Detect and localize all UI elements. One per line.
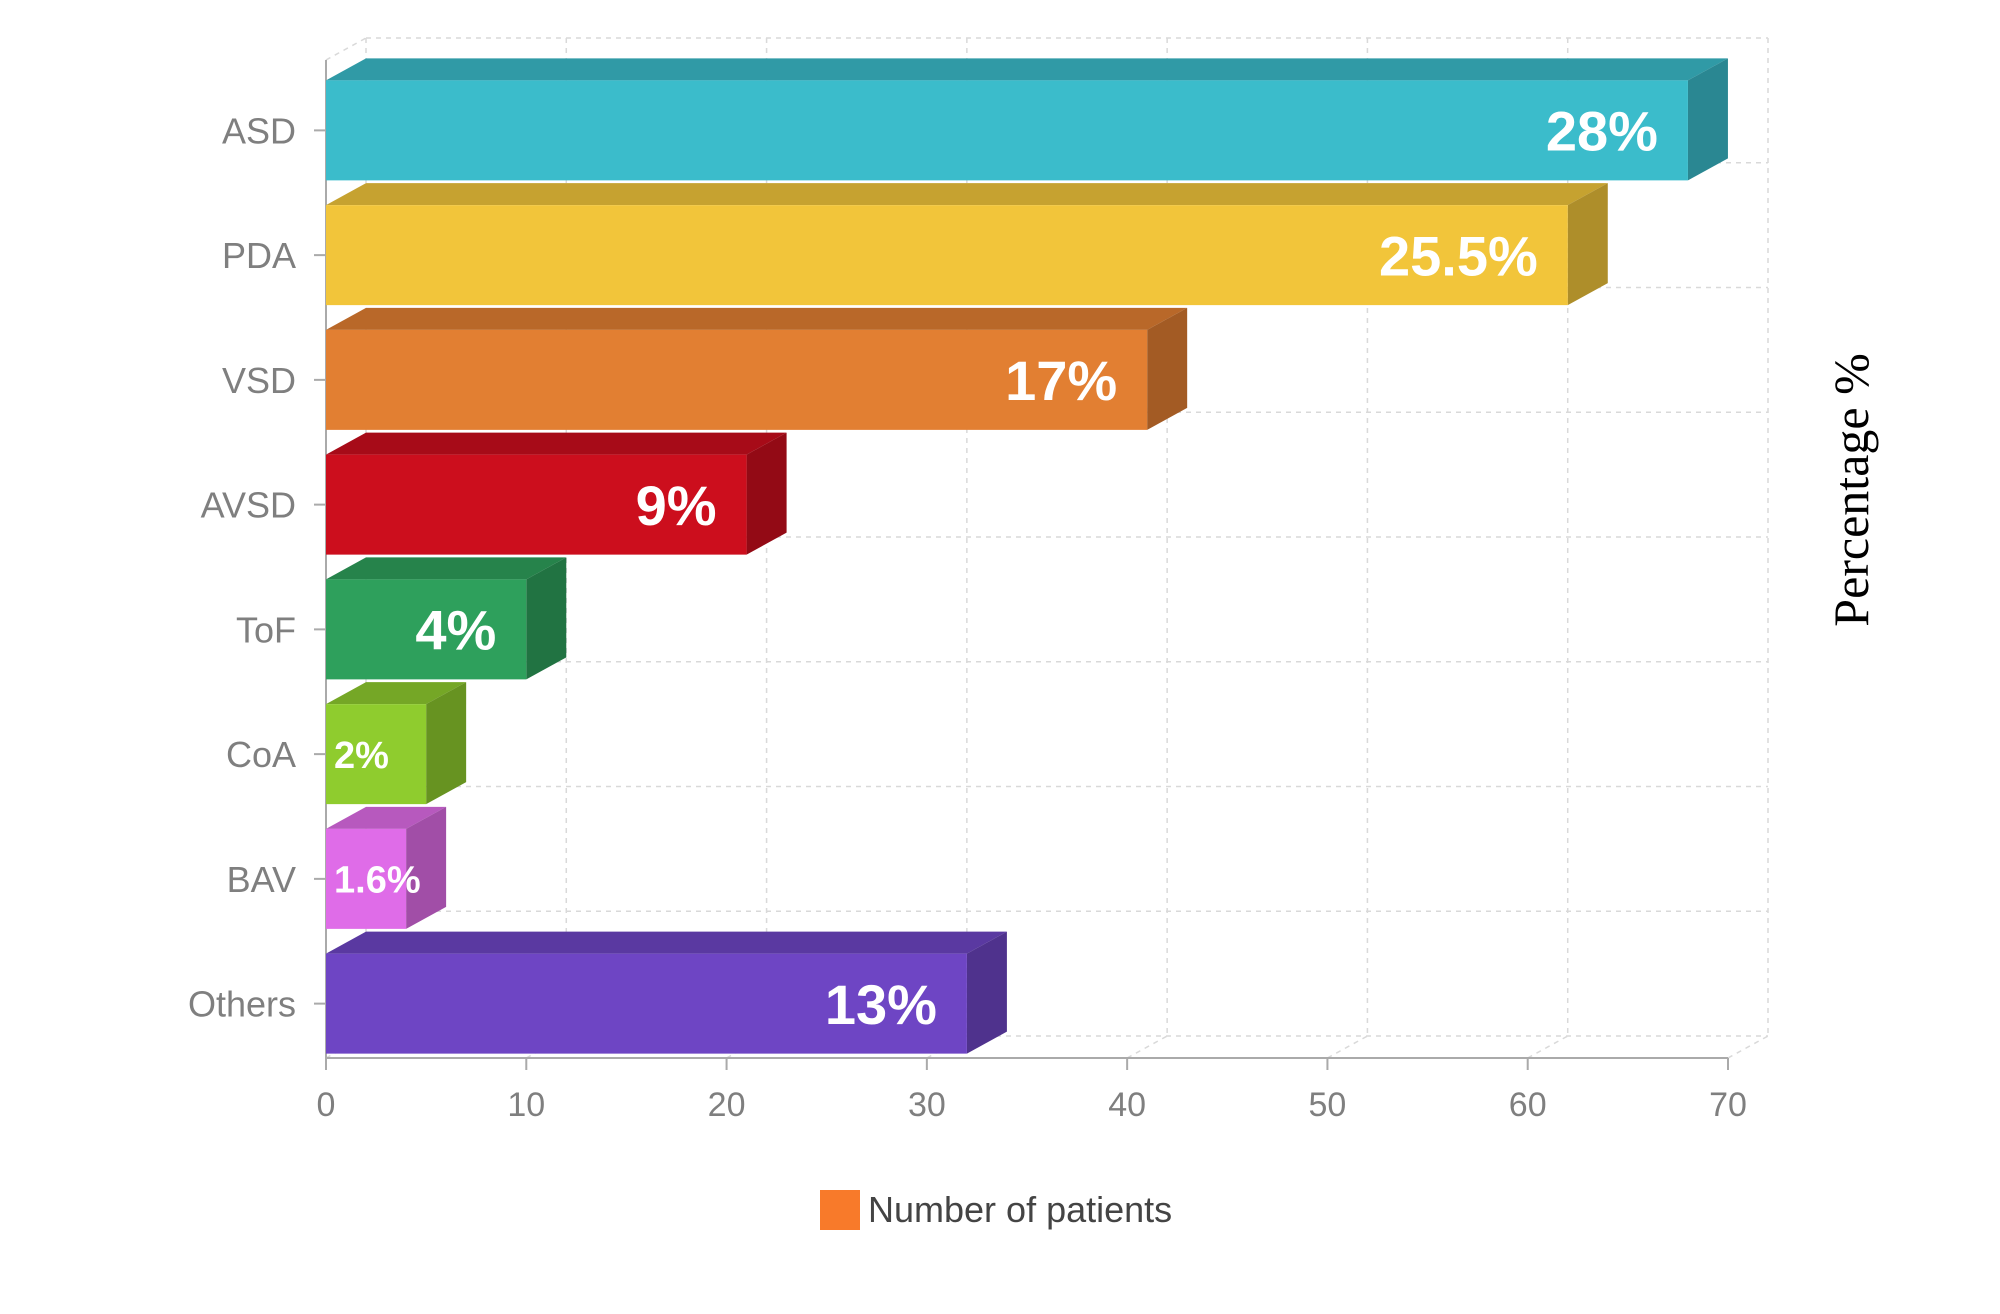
grid-line-wall [325, 37, 367, 61]
bar-top-face [326, 682, 467, 705]
bar [326, 953, 967, 1054]
legend[interactable]: Number of patients [820, 1189, 1172, 1230]
bar-pda [326, 183, 1608, 306]
legend-label: Number of patients [868, 1189, 1172, 1230]
grid-line-floor [1527, 1035, 1569, 1059]
bar-side-face [1147, 307, 1188, 430]
category-label: BAV [227, 859, 296, 900]
data-label: 17% [1005, 349, 1117, 412]
x-tick-label: 50 [1309, 1086, 1347, 1124]
data-label: 4% [415, 599, 496, 662]
bar-bav [326, 806, 447, 929]
side-axis-label: Percentage % [1823, 353, 1879, 626]
bar [326, 704, 427, 805]
bar [326, 205, 1568, 306]
bar-top-face [326, 58, 1728, 81]
bar-coa [326, 682, 467, 805]
x-tick-label: 40 [1108, 1086, 1146, 1124]
bar-side-face [526, 557, 567, 680]
x-tick-label: 30 [908, 1086, 946, 1124]
x-tick-label: 60 [1509, 1086, 1547, 1124]
x-tick-label: 70 [1709, 1086, 1747, 1124]
bar-side-face [966, 931, 1007, 1054]
data-label: 28% [1546, 100, 1658, 163]
bar-top-face [326, 432, 787, 455]
bar-side-face [426, 682, 467, 805]
category-label: CoA [226, 734, 296, 775]
category-label: ASD [222, 110, 296, 151]
bar-top-face [326, 931, 1007, 954]
bar [326, 329, 1148, 430]
bar-asd [326, 58, 1728, 181]
x-tick-label: 0 [317, 1086, 336, 1124]
bar [326, 454, 747, 555]
bar-top-face [326, 557, 567, 580]
x-tick-label: 10 [507, 1086, 545, 1124]
legend-swatch [820, 1190, 860, 1230]
bar-tof [326, 557, 567, 680]
category-label: AVSD [201, 485, 296, 526]
labels: 28%25.5% 17% 9% 4% 2% 1.6% 13% [334, 100, 1658, 1036]
data-label: 9% [636, 474, 717, 537]
bar [326, 80, 1688, 181]
bar [326, 579, 527, 680]
data-label: 13% [825, 973, 937, 1036]
bar-side-face [1567, 183, 1608, 306]
bar-avsd [326, 432, 787, 555]
bars [326, 58, 1728, 1054]
grid-line-floor [1327, 1035, 1368, 1059]
bar-top-face [326, 307, 1188, 330]
bar-top-face [326, 183, 1608, 206]
category-label: PDA [222, 235, 296, 276]
x-tick-label: 20 [708, 1086, 746, 1124]
bar-side-face [406, 806, 447, 929]
grid-line-floor [1727, 1035, 1769, 1059]
bar-top-face [326, 806, 447, 829]
data-label: 1.6% [334, 860, 421, 902]
bar-side-face [1687, 58, 1728, 181]
data-label: 25.5% [1379, 224, 1538, 287]
bar [326, 828, 407, 929]
category-label: ToF [236, 609, 296, 650]
data-label: 2% [334, 735, 389, 777]
category-label: Others [188, 984, 296, 1025]
grid-line-floor [1126, 1035, 1168, 1059]
bar-vsd [326, 307, 1188, 430]
category-label: VSD [222, 360, 296, 401]
bar-side-face [746, 432, 787, 555]
bar-others [326, 931, 1007, 1054]
